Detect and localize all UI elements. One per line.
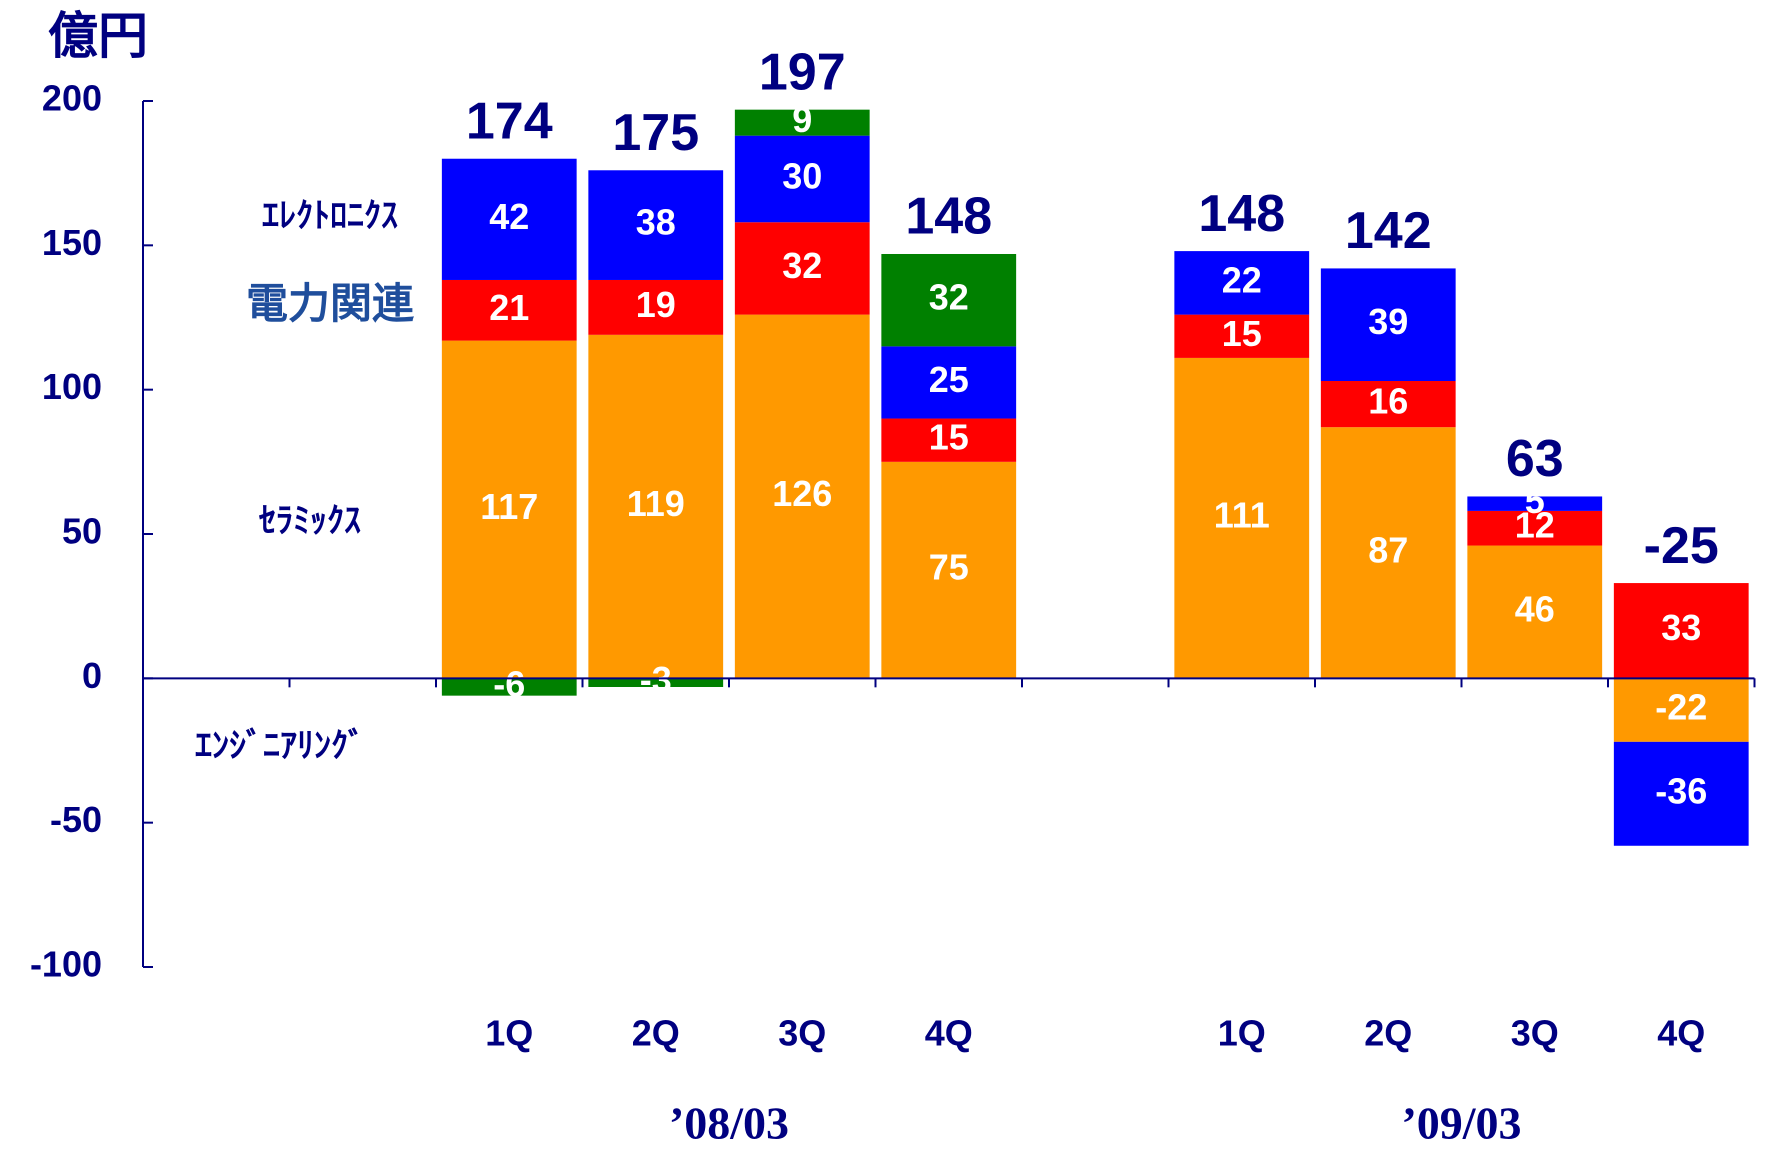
data-label: 126 (772, 473, 832, 514)
bar-segment (1613, 741, 1749, 846)
bar-segment (588, 170, 724, 280)
y-tick-label: 100 (42, 366, 102, 407)
data-label: -22 (1655, 687, 1707, 728)
total-label: 63 (1506, 430, 1564, 488)
bar-segment (1613, 583, 1749, 679)
data-label: 42 (489, 196, 529, 237)
bar-segment (441, 158, 577, 280)
data-label: 32 (929, 277, 969, 318)
unit-label: 億円 (48, 8, 148, 64)
legend-label: ｴﾝｼﾞﾆｱﾘﾝｸﾞ (195, 727, 365, 765)
data-label: 22 (1222, 259, 1262, 300)
total-label: 148 (1198, 185, 1285, 243)
bar-segment (441, 678, 577, 696)
data-label: 119 (627, 483, 685, 524)
group-label: ’08/03 (669, 1098, 789, 1149)
x-tick-label: 3Q (1511, 1013, 1559, 1054)
x-tick-label: 4Q (1657, 1013, 1705, 1054)
y-tick-label: 150 (42, 222, 102, 263)
bar-segment (441, 279, 577, 341)
bar-segment (734, 135, 870, 223)
data-label: 46 (1515, 588, 1555, 629)
bar-segment (1174, 314, 1310, 358)
x-tick-label: 3Q (778, 1013, 826, 1054)
x-tick-label: 2Q (1364, 1013, 1412, 1054)
bar-segment (441, 340, 577, 679)
bar-segment (1613, 678, 1749, 742)
data-label: 9 (792, 99, 812, 140)
bar-segment (1174, 357, 1310, 679)
data-label: 111 (1214, 495, 1270, 536)
total-label: 175 (612, 104, 699, 162)
bar-segment (881, 346, 1017, 419)
legend-label: 電力関連 (246, 280, 415, 327)
bar-segment (588, 678, 724, 687)
bar-segment (1320, 427, 1456, 679)
data-label: 117 (480, 486, 538, 527)
data-label: 33 (1661, 607, 1701, 648)
x-tick-label: 4Q (925, 1013, 973, 1054)
bar-segment (1467, 496, 1603, 511)
data-label: 39 (1368, 301, 1408, 342)
bar-segment (1320, 268, 1456, 382)
bar-segment (1467, 545, 1603, 679)
x-tick-label: 1Q (485, 1013, 533, 1054)
total-label: 142 (1345, 202, 1432, 260)
data-label: -3 (640, 659, 672, 700)
data-label: 75 (929, 547, 969, 588)
y-tick-label: 50 (62, 511, 102, 552)
bar-segment (734, 314, 870, 679)
legend-label: ｾﾗﾐｯｸｽ (259, 502, 361, 540)
bar-segment (881, 461, 1017, 679)
legend-label: ｴﾚｸﾄﾛﾆｸｽ (262, 197, 398, 235)
total-label: -25 (1644, 517, 1719, 575)
data-label: 32 (782, 245, 822, 286)
bar-segment (881, 253, 1017, 347)
y-tick-label: 0 (82, 655, 102, 696)
data-label: 25 (929, 359, 969, 400)
data-label: 5 (1525, 480, 1545, 521)
bar-segment (1320, 381, 1456, 428)
x-tick-label: 1Q (1218, 1013, 1266, 1054)
x-tick-label: 2Q (632, 1013, 680, 1054)
total-label: 197 (759, 43, 846, 101)
y-tick-label: -50 (50, 799, 102, 840)
bar-segment (881, 418, 1017, 462)
y-tick-label: -100 (30, 944, 102, 985)
total-label: 148 (905, 188, 992, 246)
bar-segment (588, 279, 724, 335)
data-label: 30 (782, 155, 822, 196)
data-label: -36 (1655, 770, 1707, 811)
bar-segment (734, 109, 870, 136)
data-label: 38 (636, 202, 676, 243)
data-label: 19 (636, 284, 676, 325)
data-label: 87 (1368, 529, 1408, 570)
y-tick-label: 200 (42, 78, 102, 119)
data-label: 16 (1368, 381, 1408, 422)
bar-segment (734, 222, 870, 315)
data-label: -6 (493, 664, 525, 705)
data-label: 15 (929, 417, 969, 458)
data-label: 12 (1515, 505, 1555, 546)
group-label: ’09/03 (1401, 1098, 1521, 1149)
total-label: 174 (466, 92, 553, 150)
data-label: 21 (489, 287, 529, 328)
bar-segment (1467, 510, 1603, 546)
bar-segment (588, 334, 724, 679)
bar-segment (1174, 251, 1310, 315)
data-label: 15 (1222, 313, 1262, 354)
